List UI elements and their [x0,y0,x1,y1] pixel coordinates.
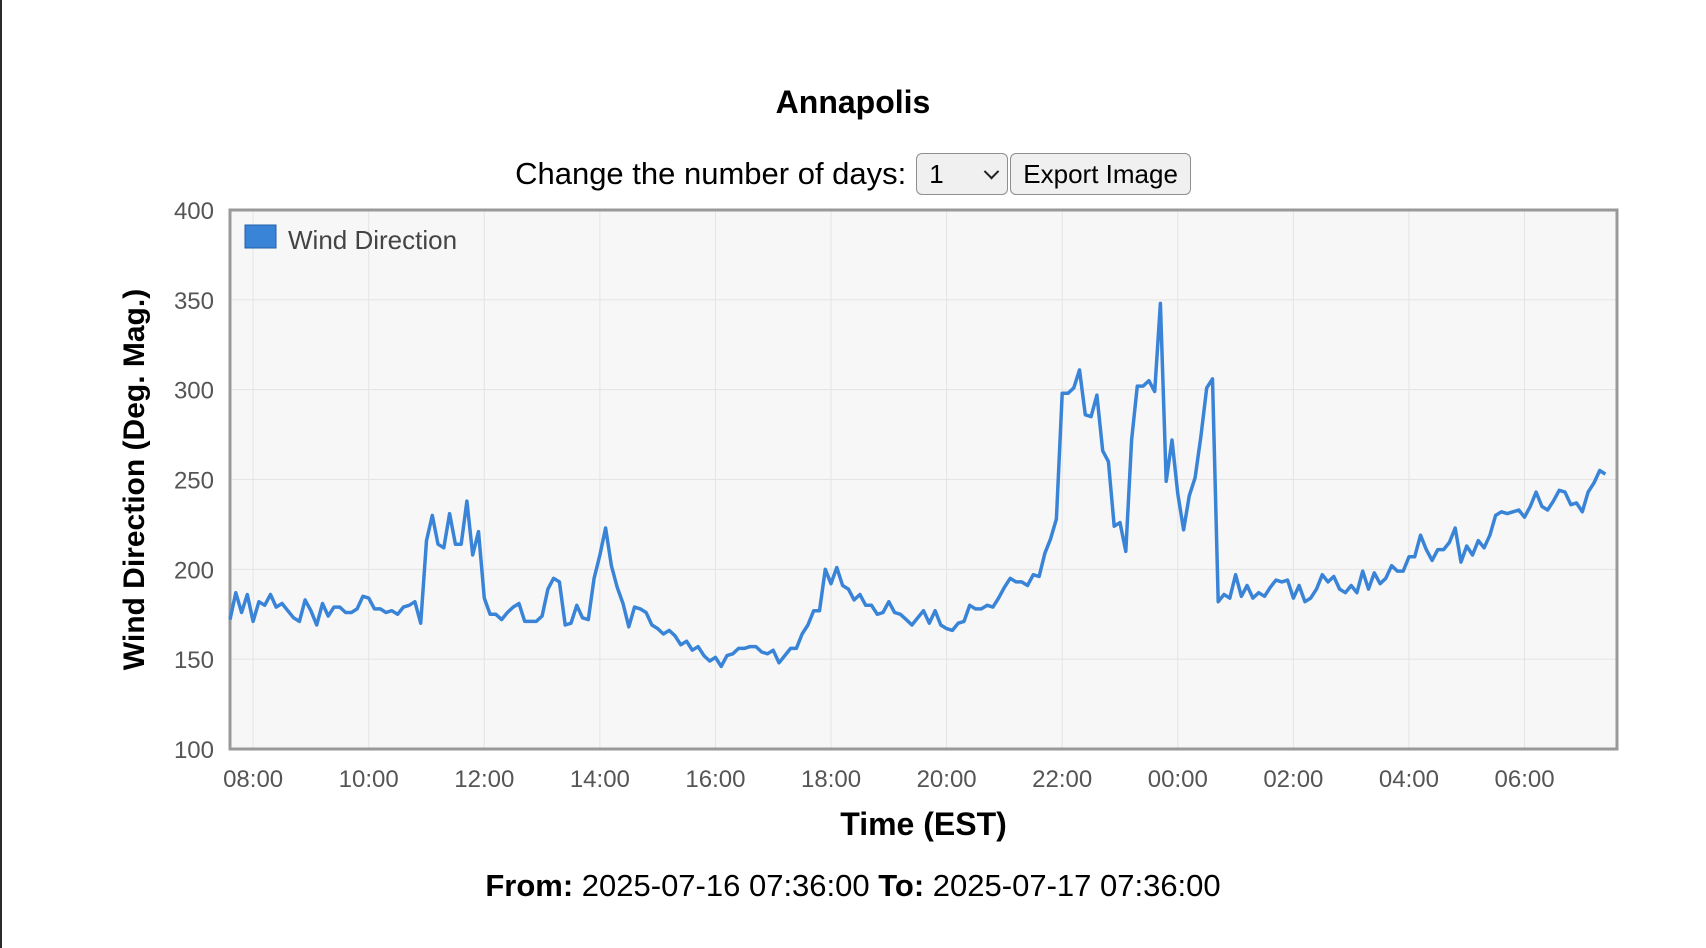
x-tick-label: 18:00 [801,766,861,793]
days-select-value: 1 [929,158,944,189]
x-tick-label: 04:00 [1379,766,1439,793]
days-label: Change the number of days: [515,156,907,191]
x-tick-label: 20:00 [917,766,977,793]
y-tick-label: 150 [174,647,214,674]
x-axis-title: Time (EST) [840,806,1007,842]
y-tick-label: 100 [174,737,214,764]
x-tick-label: 12:00 [454,766,514,793]
from-value: 2025-07-16 07:36:00 [581,868,870,903]
y-tick-label: 400 [174,198,214,225]
y-axis-title: Wind Direction (Deg. Mag.) [118,289,151,670]
x-tick-label: 14:00 [570,766,630,793]
days-select[interactable]: 1 [916,153,1009,195]
legend-label: Wind Direction [288,225,457,255]
y-tick-label: 300 [174,378,214,405]
legend-swatch [244,224,277,249]
window-edge [0,0,2,948]
to-label: To: [878,868,925,903]
date-range: From: 2025-07-16 07:36:00 To: 2025-07-17… [0,868,1706,904]
plot-border [228,208,1619,751]
y-tick-label: 250 [174,468,214,495]
wind-direction-chart: 100 150 200 250 300 350 400 08:00 10:00 12:00 14:0… [118,198,1619,842]
controls-bar: Change the number of days: 1 Export Imag… [0,152,1706,196]
y-tick-label: 200 [174,557,214,584]
to-value: 2025-07-17 07:36:00 [932,868,1221,903]
series-line [228,301,1607,669]
x-tick-label: 10:00 [339,766,399,793]
x-tick-label: 08:00 [223,766,283,793]
x-tick-label: 02:00 [1263,766,1323,793]
x-tick-label: 06:00 [1495,766,1555,793]
x-tick-label: 16:00 [685,766,745,793]
export-image-button[interactable]: Export Image [1010,153,1191,195]
x-tick-label: 22:00 [1032,766,1092,793]
from-label: From: [485,868,574,903]
y-tick-label: 350 [174,288,214,315]
x-tick-label: 00:00 [1148,766,1208,793]
page-title: Annapolis [775,84,931,120]
